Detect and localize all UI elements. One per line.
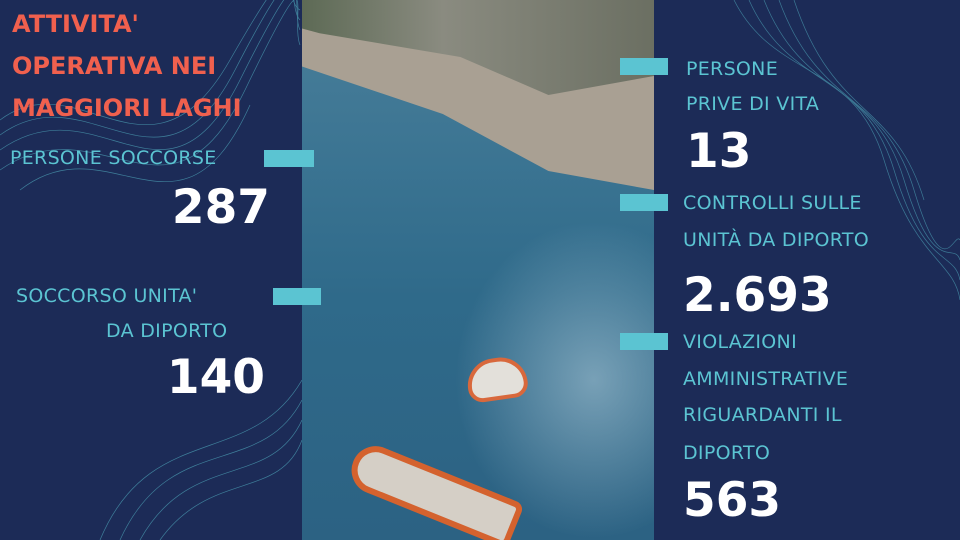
prive-di-vita-label-1: PERSONE — [686, 58, 778, 80]
prive-di-vita-value: 13 — [686, 124, 752, 179]
wave-lines-decoration — [0, 0, 302, 540]
controlli-label-2: UNITÀ DA DIPORTO — [683, 229, 870, 251]
accent-bar — [620, 194, 668, 211]
violazioni-label-4: DIPORTO — [683, 442, 771, 464]
violazioni-label-2: AMMINISTRATIVE — [683, 368, 849, 390]
controlli-label-1: CONTROLLI SULLE — [683, 192, 862, 214]
title-line-1: ATTIVITA' — [12, 10, 139, 38]
soccorso-unita-value: 140 — [166, 350, 265, 405]
controlli-value: 2.693 — [683, 268, 832, 323]
violazioni-label-3: RIGUARDANTI IL — [683, 404, 842, 426]
accent-bar — [620, 333, 668, 350]
accent-bar — [273, 288, 321, 305]
violazioni-label-1: VIOLAZIONI — [683, 331, 797, 353]
accent-bar — [264, 150, 314, 167]
persone-soccorse-value: 287 — [171, 180, 270, 235]
right-panel: PERSONE PRIVE DI VITA 13 CONTROLLI SULLE… — [654, 0, 960, 540]
prive-di-vita-label-2: PRIVE DI VITA — [686, 93, 820, 115]
title-line-2: OPERATIVA NEI — [12, 52, 217, 80]
lake-patrol-photo — [302, 0, 654, 540]
soccorso-unita-label-2: DA DIPORTO — [106, 320, 228, 342]
accent-bar — [620, 58, 668, 75]
left-panel: ATTIVITA' OPERATIVA NEI MAGGIORI LAGHI P… — [0, 0, 302, 540]
persone-soccorse-label: PERSONE SOCCORSE — [10, 147, 217, 169]
violazioni-value: 563 — [683, 473, 782, 528]
soccorso-unita-label-1: SOCCORSO UNITA' — [16, 285, 198, 307]
title-line-3: MAGGIORI LAGHI — [12, 94, 242, 122]
